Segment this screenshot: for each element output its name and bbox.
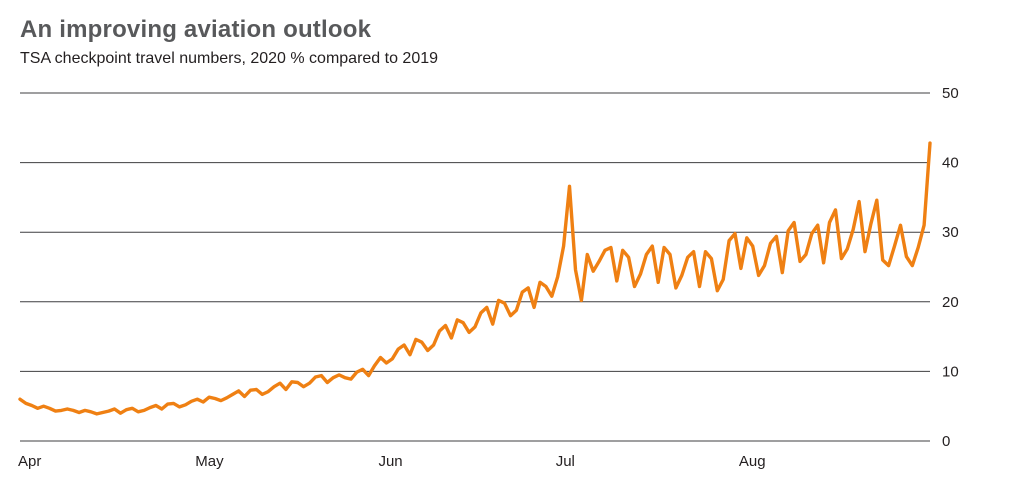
y-axis-tick-label: 40 (942, 155, 959, 172)
x-axis-tick-label: Aug (739, 453, 766, 470)
chart-subtitle: TSA checkpoint travel numbers, 2020 % co… (20, 50, 439, 67)
x-axis-tick-label: Jun (378, 453, 402, 470)
x-axis-tick-label: May (195, 453, 224, 470)
x-axis-tick-label: Apr (18, 453, 41, 470)
y-axis-tick-label: 30 (942, 224, 959, 241)
y-axis-tick-label: 20 (942, 294, 959, 311)
x-axis-tick-label: Jul (556, 453, 575, 470)
y-axis-tick-label: 0 (942, 433, 950, 450)
chart-title: An improving aviation outlook (20, 16, 372, 43)
y-axis-tick-label: 50 (942, 85, 959, 102)
series-line-tsa-2020-vs-2019 (18, 141, 932, 416)
y-axis-tick-label: 10 (942, 363, 959, 380)
